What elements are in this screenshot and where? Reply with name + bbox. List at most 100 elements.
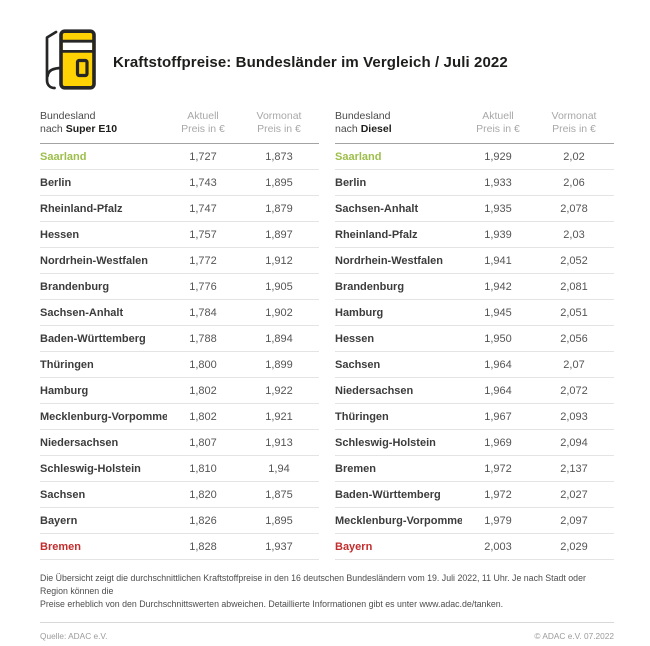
state-name: Brandenburg — [40, 280, 110, 293]
previous-price: 1,895 — [265, 514, 293, 527]
current-price: 1,979 — [484, 514, 512, 527]
table-row: Mecklenburg-Vorpommern 1,979 2,097 — [335, 508, 614, 534]
state-name: Berlin — [335, 176, 367, 189]
table-row: Sachsen 1,964 2,07 — [335, 352, 614, 378]
column-header-vormonat: Vormonat Preis in € — [256, 110, 302, 135]
header: Kraftstoffpreise: Bundesländer im Vergle… — [40, 28, 614, 96]
state-name: Sachsen-Anhalt — [40, 306, 124, 319]
state-name: Baden-Württemberg — [335, 488, 441, 501]
table-row: Niedersachsen 1,964 2,072 — [335, 378, 614, 404]
table-row: Baden-Württemberg 1,972 2,027 — [335, 482, 614, 508]
state-name: Niedersachsen — [335, 384, 414, 397]
table-super-e10: Bundesland nach Super E10 Aktuell Preis … — [40, 106, 319, 560]
previous-price: 1,897 — [265, 228, 293, 241]
table-row: Hamburg 1,945 2,051 — [335, 300, 614, 326]
copyright-text: © ADAC e.V. 07.2022 — [534, 631, 614, 641]
table-row: Niedersachsen 1,807 1,913 — [40, 430, 319, 456]
previous-price: 1,902 — [265, 306, 293, 319]
previous-price: 2,03 — [563, 228, 585, 241]
fuel-type-label: Super E10 — [65, 123, 118, 135]
current-price: 1,802 — [189, 410, 217, 423]
table-row: Sachsen 1,820 1,875 — [40, 482, 319, 508]
column-header-aktuell: Aktuell Preis in € — [181, 110, 225, 135]
previous-price: 1,895 — [265, 176, 293, 189]
state-name: Mecklenburg-Vorpommern — [40, 410, 167, 423]
previous-price: 1,912 — [265, 254, 293, 267]
state-name: Hamburg — [40, 384, 89, 397]
table-diesel: Bundesland nach Diesel Aktuell Preis in … — [335, 106, 614, 560]
state-name: Brandenburg — [335, 280, 405, 293]
previous-price: 2,06 — [563, 176, 585, 189]
current-price: 1,743 — [189, 176, 217, 189]
current-price: 1,772 — [189, 254, 217, 267]
state-name: Bremen — [40, 540, 81, 553]
state-name: Bayern — [40, 514, 78, 527]
previous-price: 1,894 — [265, 332, 293, 345]
previous-price: 1,913 — [265, 436, 293, 449]
table-row: Saarland 1,929 2,02 — [335, 144, 614, 170]
previous-price: 2,02 — [563, 150, 585, 163]
state-name: Rheinland-Pfalz — [335, 228, 418, 241]
table-row: Bremen 1,828 1,937 — [40, 534, 319, 560]
previous-price: 1,94 — [268, 462, 290, 475]
current-price: 1,950 — [484, 332, 512, 345]
state-name: Thüringen — [335, 410, 389, 423]
table-row: Hamburg 1,802 1,922 — [40, 378, 319, 404]
previous-price: 2,137 — [560, 462, 588, 475]
previous-price: 1,937 — [265, 540, 293, 553]
table-body: Saarland 1,727 1,873 Berlin 1,743 1,895 … — [40, 144, 319, 560]
table-body: Saarland 1,929 2,02 Berlin 1,933 2,06 Sa… — [335, 144, 614, 560]
current-price: 1,807 — [189, 436, 217, 449]
state-name: Sachsen-Anhalt — [335, 202, 419, 215]
state-name: Nordrhein-Westfalen — [335, 254, 443, 267]
current-price: 1,942 — [484, 280, 512, 293]
table-row: Bayern 1,826 1,895 — [40, 508, 319, 534]
current-price: 1,945 — [484, 306, 512, 319]
previous-price: 2,078 — [560, 202, 588, 215]
table-row: Schleswig-Holstein 1,810 1,94 — [40, 456, 319, 482]
tables-container: Bundesland nach Super E10 Aktuell Preis … — [40, 106, 614, 560]
table-row: Sachsen-Anhalt 1,935 2,078 — [335, 196, 614, 222]
current-price: 1,788 — [189, 332, 217, 345]
current-price: 2,003 — [484, 540, 512, 553]
current-price: 1,810 — [189, 462, 217, 475]
current-price: 1,757 — [189, 228, 217, 241]
table-row: Rheinland-Pfalz 1,939 2,03 — [335, 222, 614, 248]
table-row: Bremen 1,972 2,137 — [335, 456, 614, 482]
page-title: Kraftstoffpreise: Bundesländer im Vergle… — [113, 53, 508, 71]
previous-price: 2,027 — [560, 488, 588, 501]
state-name: Hessen — [40, 228, 80, 241]
table-row: Hessen 1,950 2,056 — [335, 326, 614, 352]
previous-price: 1,921 — [265, 410, 293, 423]
current-price: 1,727 — [189, 150, 217, 163]
state-name: Saarland — [40, 150, 87, 163]
table-row: Berlin 1,933 2,06 — [335, 170, 614, 196]
previous-price: 2,081 — [560, 280, 588, 293]
column-header-bundesland: Bundesland nach Super E10 — [40, 110, 118, 135]
state-name: Sachsen — [335, 358, 381, 371]
state-name: Hamburg — [335, 306, 384, 319]
state-name: Bayern — [335, 540, 373, 553]
previous-price: 1,873 — [265, 150, 293, 163]
current-price: 1,820 — [189, 488, 217, 501]
previous-price: 2,07 — [563, 358, 585, 371]
previous-price: 1,905 — [265, 280, 293, 293]
table-row: Nordrhein-Westfalen 1,941 2,052 — [335, 248, 614, 274]
previous-price: 2,051 — [560, 306, 588, 319]
fuel-pump-icon — [40, 28, 98, 96]
footnote: Die Übersicht zeigt die durchschnittlich… — [40, 572, 614, 611]
previous-price: 2,029 — [560, 540, 588, 553]
current-price: 1,964 — [484, 384, 512, 397]
previous-price: 2,093 — [560, 410, 588, 423]
table-header-diesel: Bundesland nach Diesel Aktuell Preis in … — [335, 106, 614, 144]
current-price: 1,972 — [484, 488, 512, 501]
previous-price: 1,875 — [265, 488, 293, 501]
current-price: 1,747 — [189, 202, 217, 215]
previous-price: 2,094 — [560, 436, 588, 449]
column-header-bundesland: Bundesland nach Diesel — [335, 110, 392, 135]
current-price: 1,972 — [484, 462, 512, 475]
current-price: 1,828 — [189, 540, 217, 553]
table-row: Saarland 1,727 1,873 — [40, 144, 319, 170]
current-price: 1,964 — [484, 358, 512, 371]
